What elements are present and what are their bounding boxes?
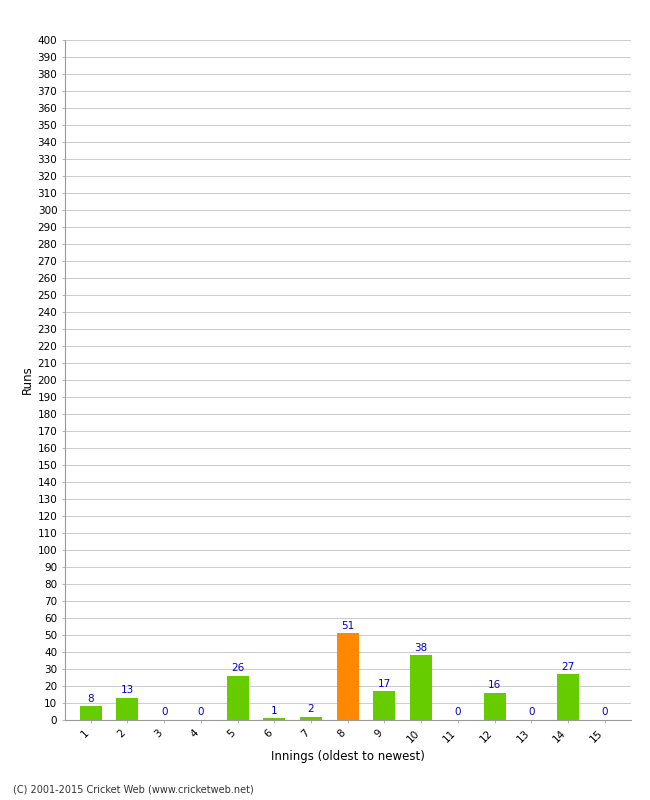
Bar — [484, 693, 506, 720]
Bar — [263, 718, 285, 720]
Text: 17: 17 — [378, 678, 391, 689]
Text: (C) 2001-2015 Cricket Web (www.cricketweb.net): (C) 2001-2015 Cricket Web (www.cricketwe… — [13, 784, 254, 794]
Bar — [374, 691, 395, 720]
Text: 0: 0 — [454, 707, 461, 718]
Bar — [557, 674, 579, 720]
Bar — [410, 655, 432, 720]
Bar — [227, 676, 248, 720]
Text: 2: 2 — [307, 704, 315, 714]
Text: 0: 0 — [198, 707, 204, 718]
Text: 51: 51 — [341, 621, 354, 630]
Text: 0: 0 — [161, 707, 168, 718]
Text: 0: 0 — [601, 707, 608, 718]
Text: 13: 13 — [121, 686, 134, 695]
Bar — [300, 717, 322, 720]
Text: 26: 26 — [231, 663, 244, 674]
Text: 0: 0 — [528, 707, 534, 718]
Text: 16: 16 — [488, 680, 501, 690]
Text: 8: 8 — [87, 694, 94, 704]
Text: 27: 27 — [562, 662, 575, 671]
Bar — [80, 706, 101, 720]
Y-axis label: Runs: Runs — [20, 366, 33, 394]
X-axis label: Innings (oldest to newest): Innings (oldest to newest) — [271, 750, 424, 762]
Bar — [116, 698, 138, 720]
Bar — [337, 634, 359, 720]
Text: 1: 1 — [271, 706, 278, 716]
Text: 38: 38 — [415, 643, 428, 653]
